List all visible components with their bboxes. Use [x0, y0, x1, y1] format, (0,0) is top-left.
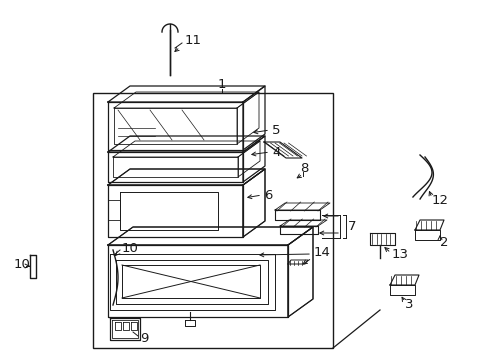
Text: 6: 6	[264, 189, 272, 202]
Text: 1: 1	[217, 77, 226, 90]
Text: 11: 11	[184, 33, 202, 46]
Text: 7: 7	[347, 220, 356, 233]
Text: 12: 12	[431, 194, 448, 207]
Text: 3: 3	[404, 297, 413, 310]
Bar	[93, 93, 332, 348]
Text: 9: 9	[140, 332, 148, 345]
Text: 4: 4	[271, 145, 280, 158]
Text: 2: 2	[439, 235, 447, 248]
Text: 8: 8	[299, 162, 308, 175]
Text: 5: 5	[271, 123, 280, 136]
Text: 10: 10	[122, 242, 139, 255]
Text: 13: 13	[391, 248, 408, 261]
Text: 10: 10	[14, 258, 31, 271]
Text: 14: 14	[313, 246, 330, 258]
